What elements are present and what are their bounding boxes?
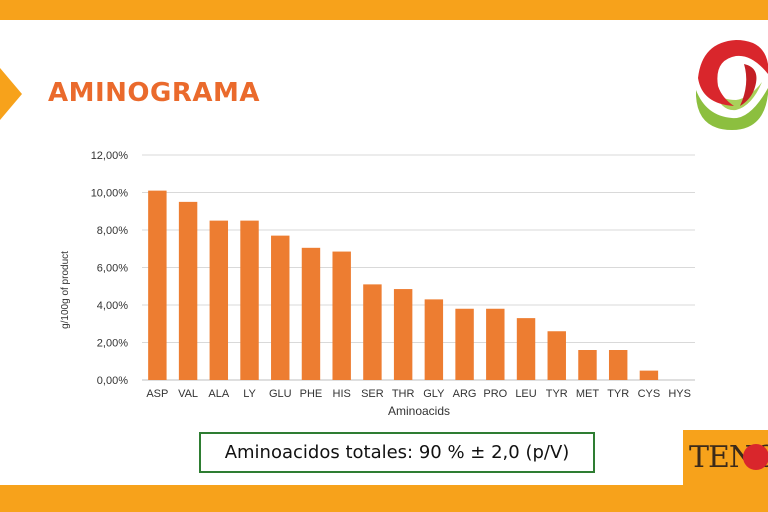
x-tick-label: PRO (483, 388, 507, 400)
x-tick-label: PHE (300, 388, 323, 400)
x-tick-label: CYS (638, 388, 661, 400)
y-tick-label: 6,00% (97, 263, 128, 275)
bar-val (178, 201, 198, 380)
x-tick-label: TYR (546, 388, 568, 400)
bar-thr (393, 289, 413, 380)
x-tick-label: ARG (453, 388, 477, 400)
x-tick-label: HIS (333, 388, 351, 400)
x-axis-label: Aminoacids (388, 404, 450, 418)
x-tick-label: SER (361, 388, 384, 400)
brand-mark-icon (743, 444, 768, 470)
x-tick-label: GLY (423, 388, 445, 400)
logo-green-leaf (696, 88, 768, 130)
aminoacid-bar-chart: 0,00% 2,00% 4,00% 6,00% 8,00% 10,00% 12,00% AS… (60, 150, 695, 418)
x-tick-label: TYR (607, 388, 629, 400)
y-tick-label: 4,00% (97, 300, 128, 312)
grid-lines (142, 154, 695, 381)
x-tick-label: LY (243, 388, 256, 400)
y-tick-label: 10,00% (91, 188, 129, 200)
x-tick-label: ALA (208, 388, 229, 400)
x-tick-labels: ASP VAL ALA LY GLU PHE HIS SER THR GLY ARG PRO LEU TY… (146, 388, 691, 400)
y-tick-label: 8,00% (97, 225, 128, 237)
totals-box: Aminoacidos totales: 90 % ± 2,0 (p/V) (199, 432, 595, 473)
x-tick-label: ASP (146, 388, 168, 400)
bar-leu (516, 318, 536, 380)
brand-logo-box: TENCO (683, 430, 768, 485)
company-logo (696, 40, 768, 130)
bottom-accent-bar (0, 485, 768, 512)
bar-ly (240, 220, 259, 380)
bar-gly (424, 299, 444, 380)
bar-arg (455, 308, 474, 380)
slide-title: AMINOGRAMA (48, 78, 261, 108)
bar-tyr (608, 350, 628, 380)
bar-pro (486, 308, 505, 380)
y-tick-label: 0,00% (97, 375, 128, 387)
bar-ser (363, 284, 382, 380)
bar-met (578, 350, 597, 380)
x-tick-label: HYS (668, 388, 691, 400)
bar-ala (209, 220, 229, 380)
logo-red-shape (698, 40, 768, 106)
totals-text: Aminoacidos totales: 90 % ± 2,0 (p/V) (224, 442, 570, 463)
bars (148, 190, 659, 380)
logo-red-hook (740, 64, 757, 106)
bar-cys (639, 370, 659, 380)
y-tick-labels: 0,00% 2,00% 4,00% 6,00% 8,00% 10,00% 12,00% (91, 150, 129, 387)
x-tick-label: GLU (269, 388, 292, 400)
x-tick-label: VAL (178, 388, 198, 400)
y-axis-label: g/100g of product (60, 251, 71, 329)
bar-asp (148, 190, 167, 380)
x-tick-label: THR (392, 388, 415, 400)
bar-his (332, 251, 351, 380)
bar-glu (271, 235, 290, 380)
top-accent-bar (0, 0, 768, 20)
bar-phe (301, 247, 321, 380)
bar-tyr (547, 331, 566, 380)
title-arrow-marker (0, 68, 22, 120)
y-tick-label: 12,00% (91, 150, 129, 162)
x-tick-label: MET (576, 388, 600, 400)
y-tick-label: 2,00% (97, 338, 128, 350)
x-tick-label: LEU (515, 388, 536, 400)
